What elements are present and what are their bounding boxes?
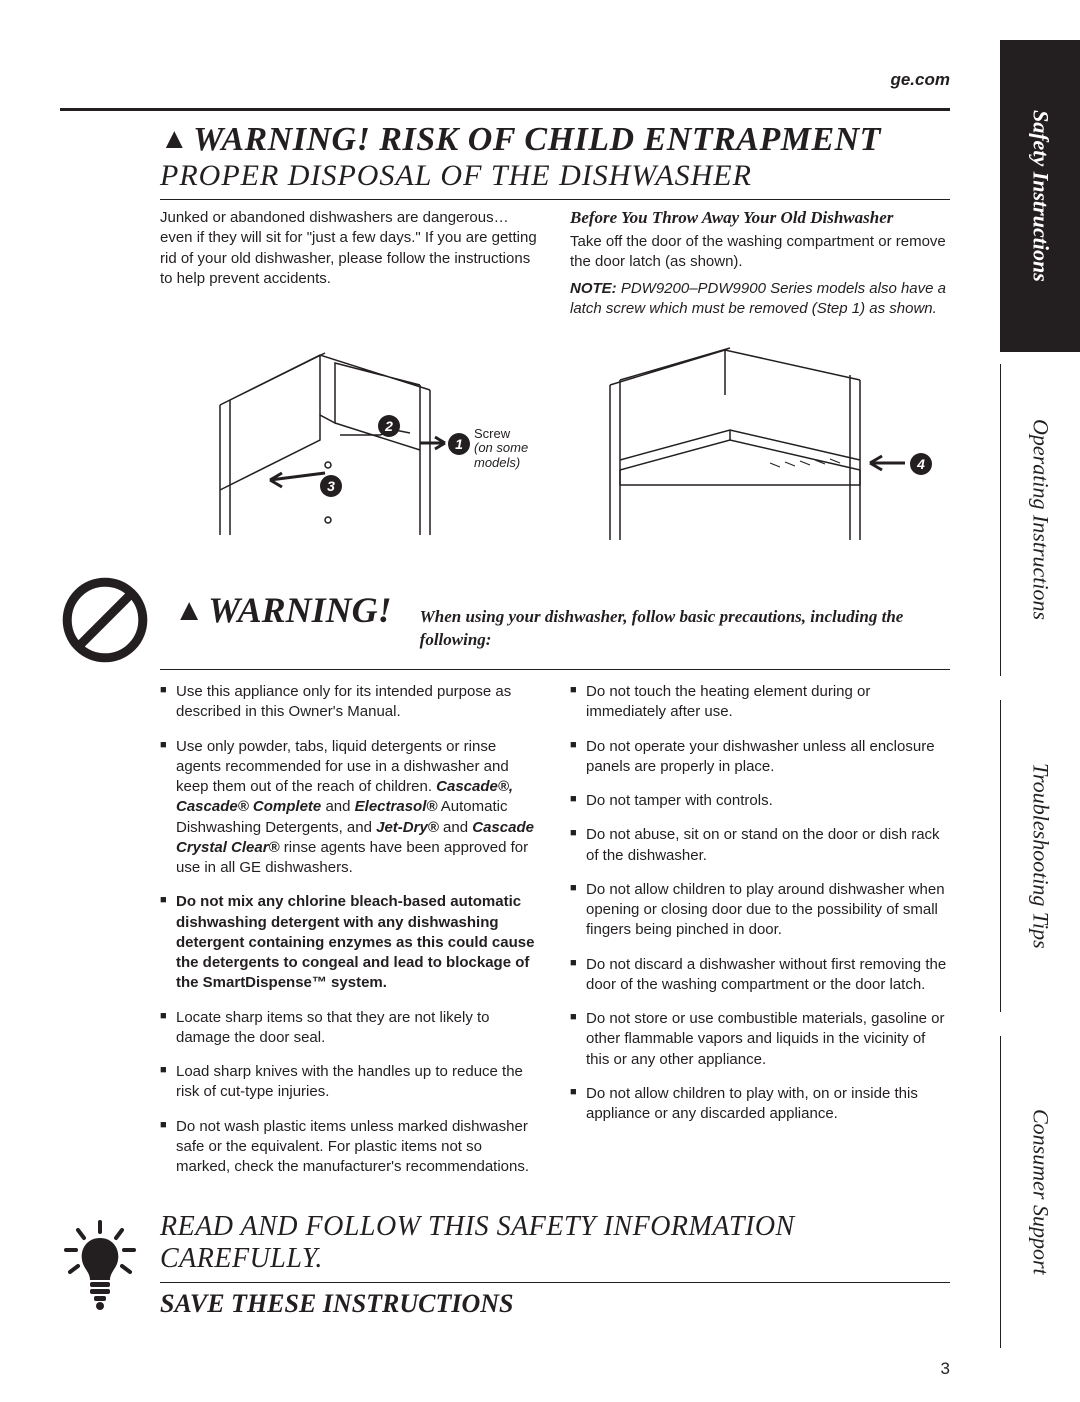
badge-4: 4 [910,453,932,475]
rule-top [60,108,950,111]
screw-label-l1: Screw [474,426,510,441]
warning-title-text: WARNING! [208,590,391,630]
tab-safety[interactable]: Safety Instructions [1000,40,1080,352]
list-item: Do not mix any chlorine bleach-based aut… [160,892,540,993]
badge-1: 1 [448,433,470,455]
heading-line2: PROPER DISPOSAL OF THE DISHWASHER [160,159,950,193]
list-item: Do not discard a dishwasher without firs… [570,955,950,996]
right-bullet-list: Do not touch the heating element during … [570,682,950,1191]
screw-label: Screw (on some models) [474,427,528,470]
list-item: Use only powder, tabs, liquid detergents… [160,737,540,879]
list-item: Do not store or use combustible material… [570,1009,950,1070]
footer-line1: READ AND FOLLOW THIS SAFETY INFORMATION … [160,1211,950,1275]
list-item: Do not touch the heating element during … [570,682,950,723]
rule-under-warning [160,669,950,670]
heading-line1: ▲WARNING! RISK OF CHILD ENTRAPMENT [160,121,950,159]
rule-under-heading [160,199,950,200]
list-item: Do not allow children to play around dis… [570,880,950,941]
warning-triangle-icon-2: ▲ [174,593,204,627]
note-paragraph: NOTE: PDW9200–PDW9900 Series models also… [570,279,950,320]
warning-triangle-icon: ▲ [160,123,189,155]
list-item: Do not abuse, sit on or stand on the doo… [570,825,950,866]
prohibit-icon [60,575,150,665]
before-throw-subhead: Before You Throw Away Your Old Dishwashe… [570,208,950,228]
note-label: NOTE: [570,280,617,297]
tab-troubleshooting[interactable]: Troubleshooting Tips [1000,700,1080,1012]
heading-line1-text: WARNING! RISK OF CHILD ENTRAPMENT [193,121,881,158]
diagram-right: 4 [570,345,950,545]
badge-2: 2 [378,415,400,437]
side-tabs: Safety Instructions Operating Instructio… [1000,40,1080,1360]
list-item: Use this appliance only for its intended… [160,682,540,723]
list-item: Locate sharp items so that they are not … [160,1008,540,1049]
right-p1: Take off the door of the washing compart… [570,232,950,273]
badge-3: 3 [320,475,342,497]
rule-footer [160,1282,950,1283]
note-body: PDW9200–PDW9900 Series models also have … [570,280,946,317]
screw-label-l2: (on some [474,440,528,455]
tab-consumer[interactable]: Consumer Support [1000,1036,1080,1348]
url: ge.com [60,70,950,90]
list-item: Do not wash plastic items unless marked … [160,1117,540,1178]
list-item: Load sharp knives with the handles up to… [160,1062,540,1103]
intro-left-paragraph: Junked or abandoned dishwashers are dang… [160,208,540,289]
warning-title: ▲WARNING! [174,589,392,631]
lightbulb-icon [60,1220,140,1310]
warning-subtitle: When using your dishwasher, follow basic… [420,606,950,650]
left-bullet-list: Use this appliance only for its intended… [160,682,540,1191]
diagram-left: 1 2 3 Screw (on some models) [160,345,540,545]
list-item: Do not allow children to play with, on o… [570,1084,950,1125]
list-item: Do not operate your dishwasher unless al… [570,737,950,778]
list-item: Do not tamper with controls. [570,791,950,811]
page-number: 3 [60,1359,950,1379]
screw-label-l3: models) [474,455,520,470]
tab-operating[interactable]: Operating Instructions [1000,364,1080,676]
footer-line2: SAVE THESE INSTRUCTIONS [160,1289,950,1319]
